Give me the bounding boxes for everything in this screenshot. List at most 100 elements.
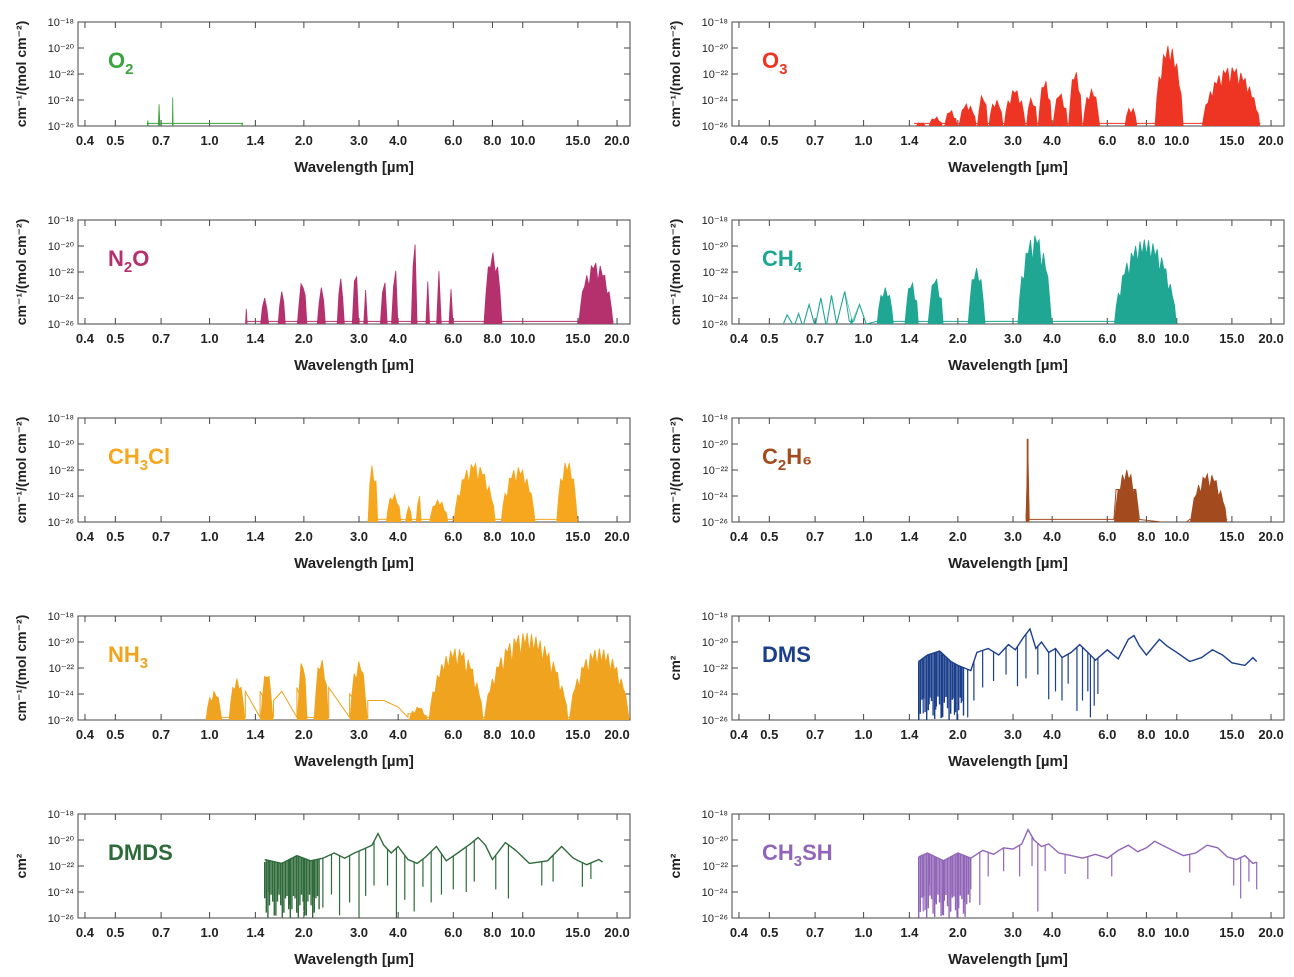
x-tick-label: 1.4	[900, 925, 919, 940]
absorption-band	[1068, 72, 1083, 126]
y-tick-label: 10⁻²²	[703, 267, 729, 279]
absorption-band	[876, 287, 894, 324]
absorption-band	[1190, 472, 1228, 522]
y-tick-label: 10⁻²²	[703, 465, 729, 477]
y-tick-label: 10⁻²⁴	[702, 491, 729, 503]
y-tick-label: 10⁻²²	[49, 663, 75, 675]
x-tick-label: 10.0	[510, 727, 535, 742]
panel-dms: 10⁻¹⁸ 10⁻²⁰ 10⁻²² 10⁻²⁴ 10⁻²⁶0.4 0.5 0.7 1.0 1.4…	[667, 611, 1285, 770]
absorption-band	[415, 496, 422, 522]
x-tick-label: 1.4	[900, 529, 919, 544]
absorption-band	[1026, 96, 1038, 126]
y-tick-label: 10⁻²⁰	[48, 439, 75, 451]
y-tick-label: 10⁻²⁰	[48, 835, 75, 847]
molecule-label-subscript: 2	[124, 259, 132, 276]
absorption-band	[988, 99, 1004, 126]
absorption-band	[245, 308, 248, 324]
y-tick-label: 10⁻²⁰	[48, 241, 75, 253]
x-tick-label: 2.0	[949, 133, 967, 148]
absorption-band	[1082, 88, 1101, 126]
y-tick-label: 10⁻²⁴	[48, 95, 75, 107]
plot-frame	[731, 219, 1285, 325]
x-tick-label: 6.0	[444, 925, 462, 940]
molecule-label-main: DMS	[762, 642, 811, 667]
x-tick-label: 6.0	[444, 529, 462, 544]
molecule-label: NH3	[108, 642, 148, 672]
y-tick-label: 10⁻¹⁸	[48, 413, 74, 425]
x-tick-label: 0.4	[730, 133, 749, 148]
molecule-label-subscript: 2	[125, 61, 133, 78]
x-tick-label: 8.0	[483, 727, 501, 742]
x-tick-label: 4.0	[1043, 529, 1061, 544]
molecule-label-main: CH	[762, 840, 794, 865]
x-tick-label: 3.0	[1004, 727, 1022, 742]
x-tick-label: 2.0	[949, 529, 967, 544]
y-tick-label: 10⁻²⁶	[702, 319, 728, 331]
x-tick-label: 3.0	[1004, 133, 1022, 148]
absorption-band	[578, 262, 614, 324]
x-axis-label: Wavelength [µm]	[294, 555, 414, 572]
x-tick-label: 4.0	[389, 133, 407, 148]
x-axis-label: Wavelength [µm]	[294, 753, 414, 770]
plot-frame	[77, 417, 631, 523]
x-tick-label: 15.0	[565, 133, 590, 148]
x-tick-label: 0.4	[730, 529, 749, 544]
y-tick-label: 10⁻¹⁸	[702, 17, 728, 29]
data-layer	[914, 45, 1261, 126]
absorption-band	[385, 492, 402, 522]
x-tick-label: 8.0	[1137, 529, 1155, 544]
absorption-band	[1017, 235, 1053, 324]
absorption-band	[146, 120, 149, 126]
x-axis-label: Wavelength [µm]	[948, 555, 1068, 572]
y-tick-label: 10⁻²⁴	[48, 293, 75, 305]
x-tick-label: 1.0	[855, 331, 873, 346]
x-tick-label: 15.0	[1219, 727, 1244, 742]
x-tick-label: 2.0	[295, 727, 313, 742]
molecule-label: O2	[108, 48, 133, 78]
absorption-band	[958, 103, 977, 126]
absorption-band	[568, 648, 630, 720]
molecule-label: C2H₆	[762, 444, 812, 474]
x-tick-label: 2.0	[295, 925, 313, 940]
molecule-label-main: CH	[108, 444, 140, 469]
x-tick-label: 15.0	[1219, 133, 1244, 148]
y-tick-label: 10⁻²⁴	[48, 689, 75, 701]
molecule-label-tail: O	[132, 246, 149, 271]
y-tick-label: 10⁻²⁴	[48, 887, 75, 899]
panel-o2: 10⁻¹⁸ 10⁻²⁰ 10⁻²² 10⁻²⁴ 10⁻²⁶0.4 0.5 0.7 1.0 1.4…	[13, 17, 631, 176]
x-tick-label: 3.0	[350, 727, 368, 742]
absorption-band	[379, 282, 388, 324]
absorption-band	[1124, 107, 1138, 126]
y-tick-label: 10⁻²⁴	[702, 95, 729, 107]
x-tick-label: 2.0	[949, 331, 967, 346]
y-tick-label: 10⁻²⁶	[702, 121, 728, 133]
y-tick-label: 10⁻²²	[703, 663, 729, 675]
panel-ch4: 10⁻¹⁸ 10⁻²⁰ 10⁻²² 10⁻²⁴ 10⁻²⁶0.4 0.5 0.7 1.0 1.4…	[667, 215, 1285, 374]
absorption-band	[157, 104, 161, 126]
x-tick-label: 10.0	[1164, 331, 1189, 346]
x-tick-label: 15.0	[565, 925, 590, 940]
x-tick-label: 0.7	[806, 727, 824, 742]
x-tick-label: 15.0	[1219, 529, 1244, 544]
absorption-band	[904, 281, 919, 324]
absorption-band	[336, 278, 345, 324]
molecule-label-main: C	[762, 444, 778, 469]
x-tick-label: 0.5	[106, 331, 124, 346]
absorption-band	[977, 94, 989, 126]
molecule-label: N2O	[108, 246, 149, 276]
absorption-band	[915, 122, 926, 126]
panel-nh3: 10⁻¹⁸ 10⁻²⁰ 10⁻²² 10⁻²⁴ 10⁻²⁶0.4 0.5 0.7 1.0 1.4…	[13, 611, 631, 770]
x-axis-label: Wavelength [µm]	[294, 357, 414, 374]
y-tick-label: 10⁻²⁶	[48, 913, 74, 925]
x-tick-label: 10.0	[1164, 133, 1189, 148]
x-tick-label: 6.0	[1098, 529, 1116, 544]
y-tick-label: 10⁻²⁰	[702, 241, 729, 253]
x-tick-label: 6.0	[444, 727, 462, 742]
x-tick-label: 0.4	[730, 727, 749, 742]
x-tick-label: 0.5	[760, 331, 778, 346]
x-tick-label: 3.0	[1004, 529, 1022, 544]
x-tick-label: 0.7	[152, 529, 170, 544]
x-tick-label: 0.4	[730, 925, 749, 940]
absorption-band	[405, 505, 413, 522]
x-tick-label: 1.4	[900, 133, 919, 148]
